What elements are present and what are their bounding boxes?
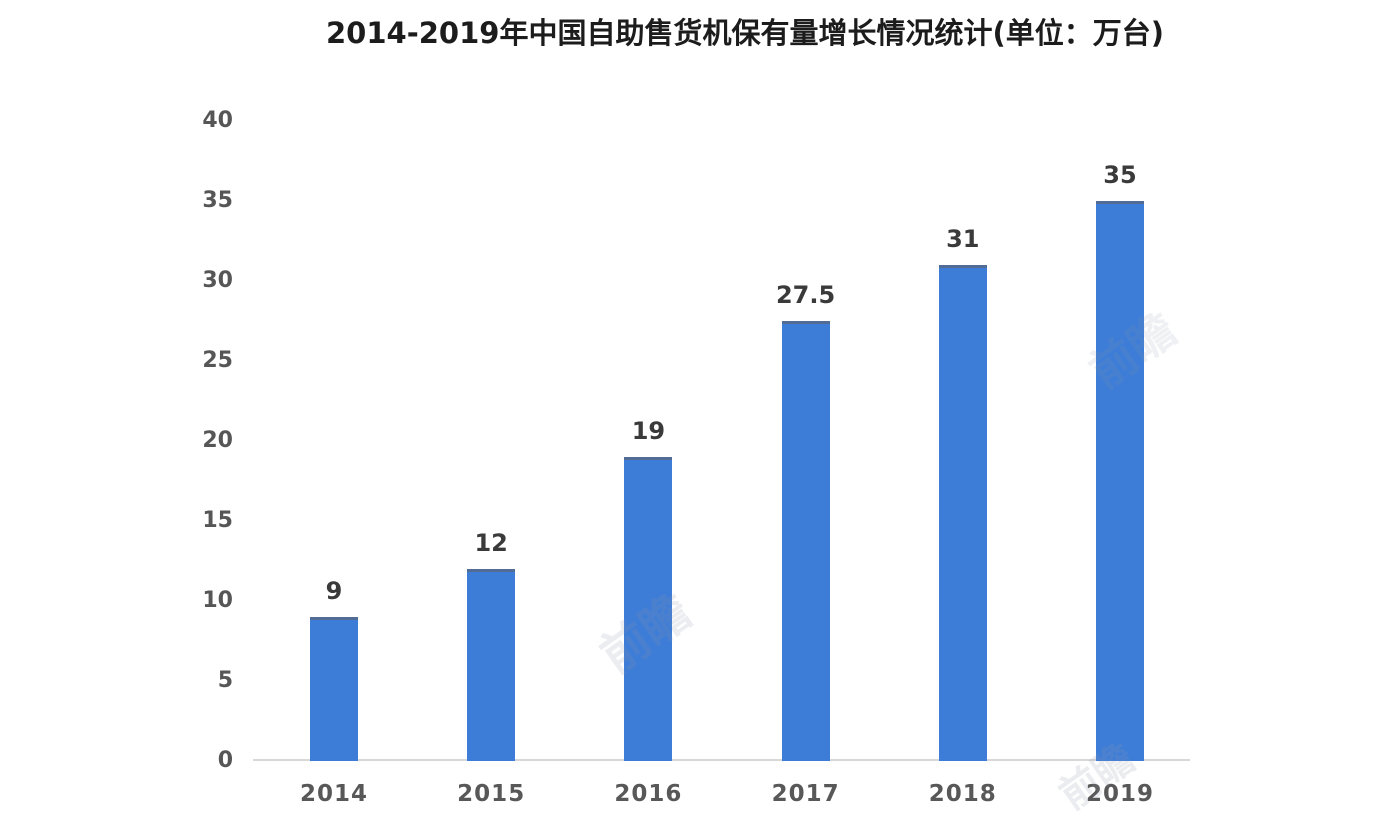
y-tick-label: 30	[202, 268, 233, 293]
bar-2018	[938, 265, 987, 761]
bar-2019	[1096, 201, 1144, 761]
chart-title: 2014-2019年中国自助售货机保有量增长情况统计(单位：万台)	[326, 16, 1164, 50]
bar-value-label: 9	[325, 577, 343, 605]
y-tick-label: 20	[202, 428, 233, 453]
y-tick-label: 5	[217, 668, 233, 693]
x-tick-label: 2016	[614, 781, 683, 807]
y-tick-label: 25	[202, 348, 233, 373]
bar-value-label: 35	[1103, 161, 1137, 189]
bar-value-label: 12	[474, 529, 508, 557]
x-tick-label: 2019	[1085, 781, 1155, 807]
bar-2017	[781, 321, 830, 761]
plot-area: 0 5 10 15 20 25 30 35 40 9 2014 12 2015 19 2016 27.5 201…	[202, 108, 1190, 807]
x-tick-label: 2015	[457, 781, 526, 807]
x-axis-line	[253, 759, 1190, 761]
bar-2014	[310, 617, 358, 761]
y-tick-label: 0	[217, 748, 233, 773]
x-tick-label: 2017	[771, 781, 840, 807]
bar-2016	[624, 457, 673, 761]
y-tick-label: 40	[202, 108, 233, 133]
y-tick-label: 10	[202, 588, 233, 613]
bar-2015	[467, 569, 516, 761]
x-tick-label: 2014	[299, 781, 369, 807]
y-tick-label: 15	[202, 508, 233, 533]
bar-value-label: 31	[946, 225, 980, 253]
x-tick-label: 2018	[928, 781, 997, 807]
y-tick-label: 35	[202, 188, 233, 213]
bar-value-label: 19	[631, 417, 666, 445]
bar-value-label: 27.5	[775, 281, 836, 309]
